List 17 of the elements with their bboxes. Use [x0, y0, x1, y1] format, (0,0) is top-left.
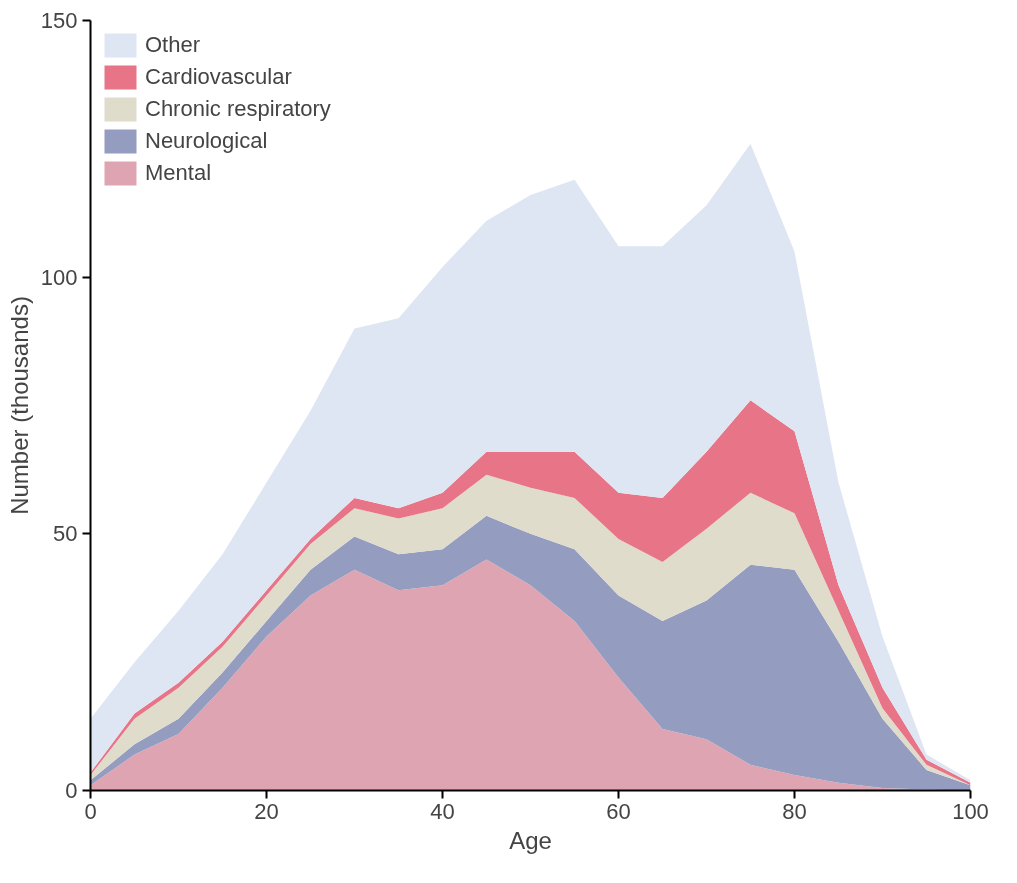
legend-label: Cardiovascular — [145, 63, 292, 91]
legend-label: Neurological — [145, 127, 268, 155]
y-axis-title: Number (thousands) — [5, 296, 33, 515]
y-tick-label: 0 — [65, 778, 78, 803]
legend-label: Other — [145, 31, 201, 59]
y-tick-label: 150 — [40, 8, 78, 33]
legend-label: Mental — [145, 159, 212, 187]
x-tick-label: 20 — [254, 798, 279, 824]
x-axis-title: Age — [509, 826, 552, 854]
x-tick-label: 100 — [952, 798, 989, 824]
y-tick-label: 100 — [40, 264, 78, 290]
x-tick-label: 60 — [606, 798, 631, 824]
x-tick-label: 0 — [84, 798, 97, 824]
y-tick-label: 50 — [53, 521, 78, 547]
x-tick-label: 40 — [430, 798, 455, 824]
x-tick-label: 80 — [782, 798, 807, 824]
legend-label: Chronic respiratory — [145, 95, 331, 123]
